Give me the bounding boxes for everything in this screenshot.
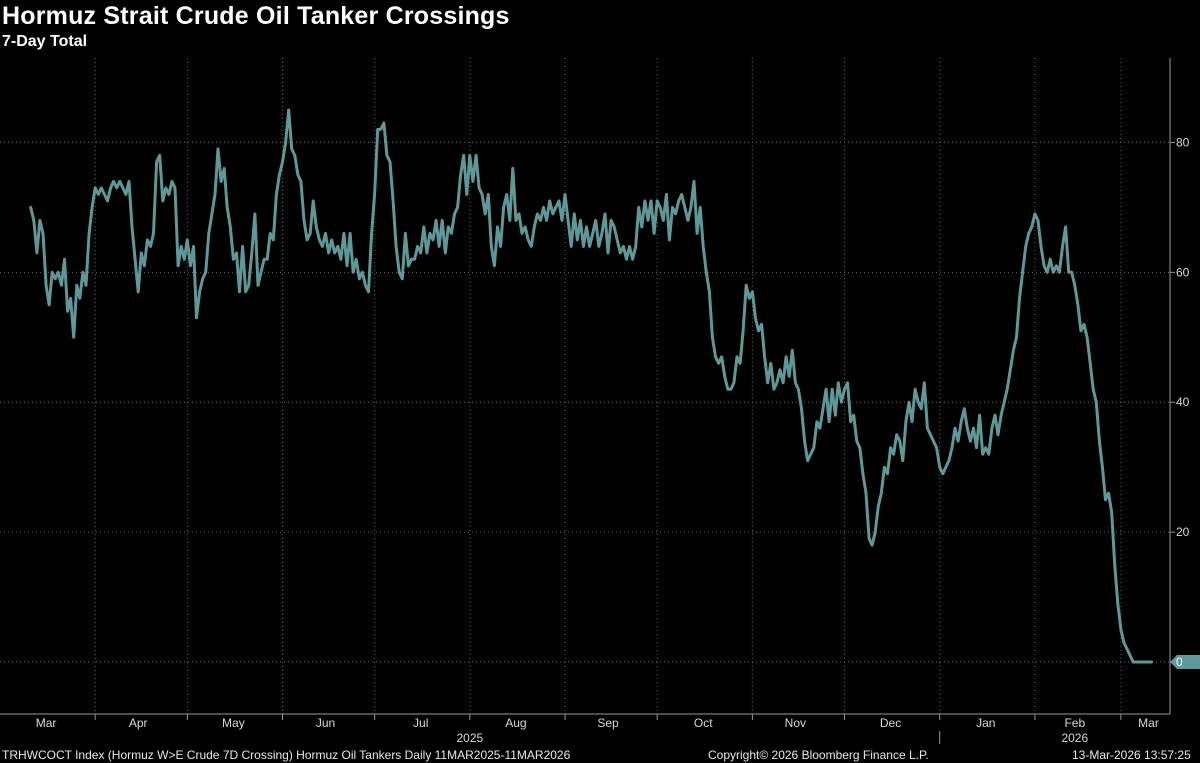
x-tick-label: Feb (1064, 716, 1085, 730)
series-line (29, 108, 1154, 664)
x-tick-label: Mar (1138, 716, 1159, 730)
series-layer (29, 108, 1154, 664)
x-tick-label: Oct (694, 716, 713, 730)
x-tick-label: Jun (316, 716, 335, 730)
x-tick-label: Jul (413, 716, 428, 730)
footer-copyright: Copyright© 2026 Bloomberg Finance L.P. (708, 748, 929, 762)
y-tick-label: 60 (1176, 265, 1190, 279)
x-tick-label: Dec (880, 716, 901, 730)
x-tick-label: Apr (129, 716, 148, 730)
axis-layer (94, 141, 1175, 744)
x-tick-label: Nov (785, 716, 806, 730)
y-tick-label: 40 (1176, 395, 1190, 409)
grid-layer (0, 58, 1170, 714)
footer-timestamp: 13-Mar-2026 13:57:25 (1072, 748, 1191, 762)
chart-subtitle: 7-Day Total (2, 33, 88, 50)
last-value-flag-bg (1170, 655, 1200, 670)
x-tick-label: Mar (36, 716, 57, 730)
year-label: 2025 (456, 731, 483, 745)
y-tick-label: 80 (1176, 135, 1190, 149)
x-tick-label: Aug (505, 716, 526, 730)
x-tick-label: May (222, 716, 245, 730)
year-label: 2026 (1061, 731, 1088, 745)
x-tick-label: Jan (976, 716, 995, 730)
label-layer: 20 40 60 80 Mar Apr May Jun Jul Aug Sep Oct Nov Dec Ja… (36, 135, 1200, 745)
x-tick-label: Sep (597, 716, 619, 730)
last-value-label: 0 (1176, 655, 1183, 669)
y-tick-label: 20 (1176, 525, 1190, 539)
footer-source: TRHWCOCT Index (Hormuz W>E Crude 7D Cros… (2, 748, 571, 762)
last-value-flag: 0 (1170, 655, 1200, 670)
chart-title: Hormuz Strait Crude Oil Tanker Crossings (2, 2, 510, 30)
